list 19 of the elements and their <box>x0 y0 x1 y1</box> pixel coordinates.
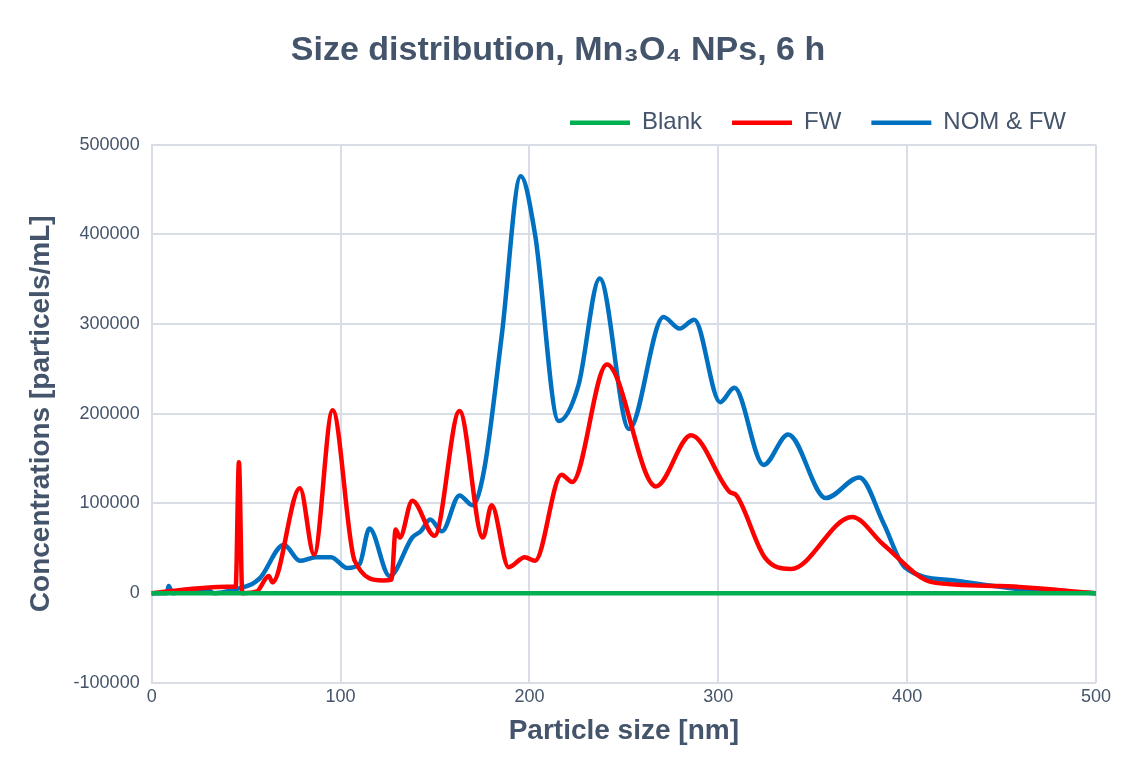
y-tick-label: 100000 <box>79 492 140 513</box>
x-tick-label: 100 <box>325 685 356 706</box>
y-tick-label: -100000 <box>73 671 140 692</box>
x-tick-label: 400 <box>892 685 923 706</box>
legend-label: NOM & FW <box>943 107 1067 135</box>
x-tick-label: 200 <box>514 685 545 706</box>
y-tick-label: 400000 <box>79 223 140 244</box>
y-tick-label: 500000 <box>79 133 140 154</box>
y-tick-label: 0 <box>129 582 140 603</box>
x-tick-label: 300 <box>703 685 734 706</box>
y-axis-title: Concentrations [particels/mL] <box>23 215 55 613</box>
chart-title: Size distribution, Mn₃O₄ NPs, 6 h <box>290 28 826 67</box>
y-tick-label: 200000 <box>79 402 140 423</box>
x-axis-title: Particle size [nm] <box>508 713 739 745</box>
y-tick-label: 300000 <box>79 313 140 334</box>
legend-label: FW <box>804 107 842 135</box>
x-tick-label: 500 <box>1080 685 1112 706</box>
legend-label: Blank <box>642 107 704 135</box>
x-tick-label: 0 <box>146 685 157 706</box>
